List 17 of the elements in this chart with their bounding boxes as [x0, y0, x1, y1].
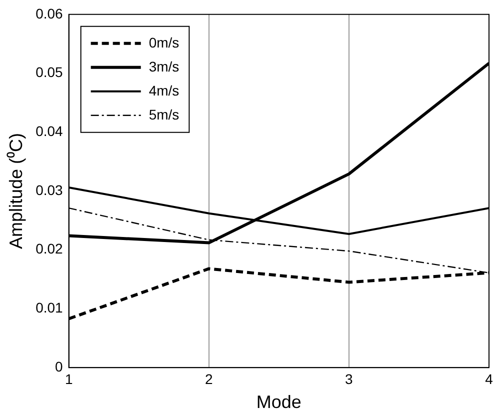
- y-tick-label: 0.04: [36, 122, 64, 139]
- y-tick-label: 0: [55, 358, 64, 374]
- legend-label: 3m/s: [148, 58, 180, 74]
- y-tick-label: 0.02: [36, 240, 64, 257]
- legend-label: 0m/s: [148, 34, 180, 50]
- legend-label: 5m/s: [148, 106, 180, 122]
- x-tick-label: 1: [64, 370, 73, 387]
- y-tick-label: 0.05: [36, 64, 64, 80]
- y-tick-label: 0.03: [36, 182, 64, 198]
- legend-label: 4m/s: [148, 82, 180, 98]
- x-tick-label: 2: [205, 370, 213, 387]
- y-tick-label: 0.01: [36, 300, 64, 316]
- x-tick-label: 4: [485, 370, 494, 387]
- x-tick-label: 3: [345, 370, 354, 387]
- y-axis-title: Amplitude (⁰C): [6, 132, 26, 250]
- y-tick-label: 0.06: [36, 5, 64, 22]
- x-axis-title: Mode: [256, 392, 302, 412]
